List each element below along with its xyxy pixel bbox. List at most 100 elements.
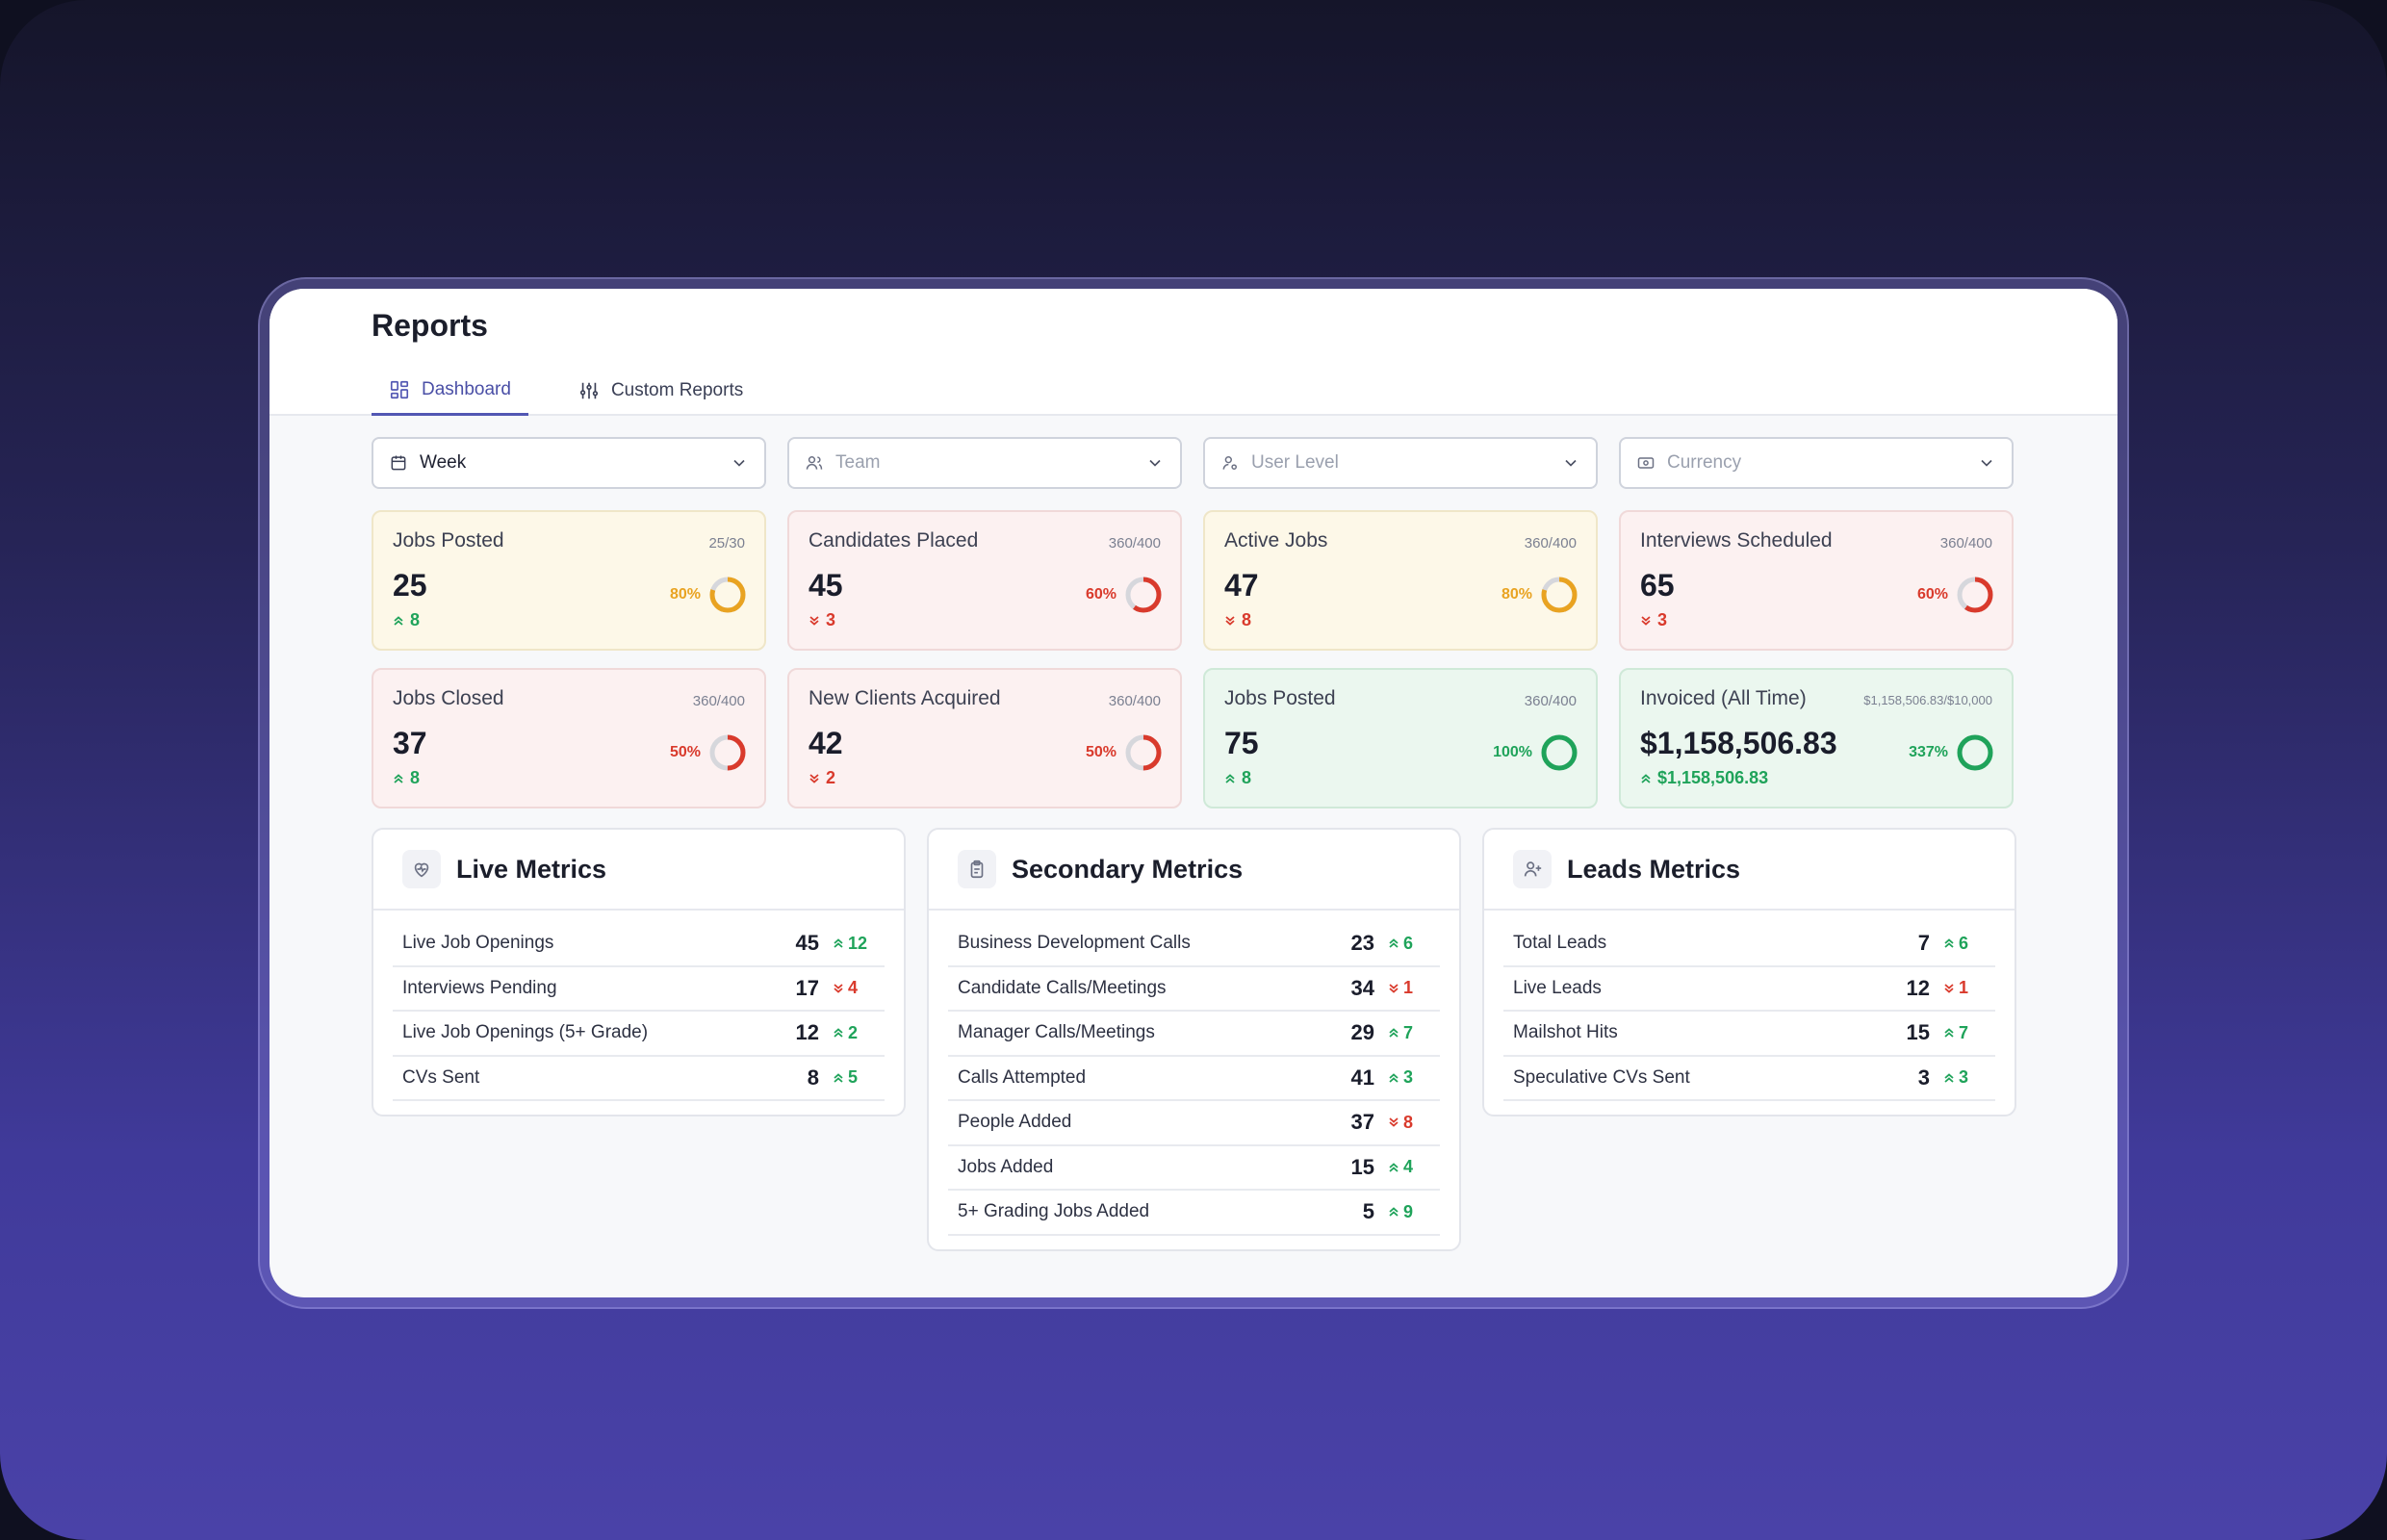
metric-row[interactable]: People Added 37 8 — [948, 1101, 1440, 1146]
metric-row[interactable]: Total Leads 7 6 — [1503, 922, 1995, 967]
progress-percent: 50% — [1085, 744, 1116, 760]
kpi-card-value: 75 — [1224, 726, 1259, 760]
metric-value: 15 — [1906, 1020, 1930, 1045]
tab-dashboard[interactable]: Dashboard — [372, 366, 528, 416]
double-chevron-down-icon — [1389, 984, 1399, 993]
kpi-card[interactable]: New Clients Acquired 360/400 42 2 50% — [787, 668, 1182, 808]
user-level-select[interactable]: User Level — [1203, 437, 1598, 489]
metric-row[interactable]: CVs Sent 8 5 — [393, 1057, 885, 1101]
kpi-card[interactable]: Candidates Placed 360/400 45 3 60% — [787, 510, 1182, 651]
panel-header: Live Metrics — [373, 830, 904, 911]
chevron-down-icon — [1981, 459, 1992, 467]
metric-delta: 12 — [833, 934, 875, 954]
metric-delta: 6 — [1388, 934, 1430, 954]
kpi-card-value: $1,158,506.83 — [1640, 726, 1837, 760]
kpi-card[interactable]: Jobs Posted 360/400 75 8 100% — [1203, 668, 1598, 808]
metric-row[interactable]: Mailshot Hits 15 7 — [1503, 1012, 1995, 1057]
progress-ring: 50% — [1086, 733, 1163, 772]
double-chevron-down-icon — [809, 773, 819, 783]
double-chevron-up-icon — [1389, 1028, 1399, 1038]
select-placeholder: User Level — [1251, 452, 1339, 473]
kpi-card-target: $1,158,506.83/$10,000 — [1863, 693, 1992, 707]
progress-ring: 80% — [1502, 576, 1578, 614]
calendar-icon — [391, 455, 406, 471]
panel-header: Leads Metrics — [1484, 830, 2015, 911]
double-chevron-up-icon — [1389, 1073, 1399, 1083]
kpi-card[interactable]: Interviews Scheduled 360/400 65 3 60% — [1619, 510, 2014, 651]
week-select[interactable]: Week — [372, 437, 766, 489]
metric-row[interactable]: Live Job Openings 45 12 — [393, 922, 885, 967]
currency-select[interactable]: Currency — [1619, 437, 2014, 489]
metric-row[interactable]: Jobs Added 15 4 — [948, 1146, 1440, 1191]
kpi-card-target: 360/400 — [1524, 693, 1577, 709]
kpi-card-target: 360/400 — [692, 693, 745, 709]
progress-percent: 80% — [1501, 586, 1532, 603]
delta-value: 3 — [1657, 610, 1668, 629]
select-placeholder: Currency — [1667, 452, 1742, 473]
delta-value: 3 — [826, 610, 836, 629]
metric-row[interactable]: Manager Calls/Meetings 29 7 — [948, 1012, 1440, 1057]
metric-delta: 7 — [1388, 1023, 1430, 1043]
metric-value: 37 — [1350, 1110, 1374, 1135]
kpi-card-title: Jobs Posted — [393, 529, 504, 552]
panel-icon-badge — [402, 850, 441, 888]
metric-label: Total Leads — [1513, 933, 1607, 954]
metric-row[interactable]: Calls Attempted 41 3 — [948, 1057, 1440, 1101]
metric-row[interactable]: Interviews Pending 17 4 — [393, 967, 885, 1012]
double-chevron-down-icon — [1225, 615, 1235, 626]
kpi-card-delta: 8 — [1224, 768, 1251, 788]
progress-ring: 60% — [1086, 576, 1163, 614]
double-chevron-up-icon — [1944, 938, 1954, 948]
metric-row[interactable]: 5+ Grading Jobs Added 5 9 — [948, 1191, 1440, 1236]
progress-ring: 80% — [670, 576, 747, 614]
delta-value: 7 — [1403, 1022, 1414, 1042]
metric-value: 41 — [1350, 1065, 1374, 1090]
kpi-card[interactable]: Jobs Closed 360/400 37 8 50% — [372, 668, 766, 808]
metric-row[interactable]: Live Job Openings (5+ Grade) 12 2 — [393, 1012, 885, 1057]
metric-delta: 4 — [1388, 1157, 1430, 1177]
kpi-card-title: Jobs Posted — [1224, 687, 1336, 709]
metric-delta: 1 — [1388, 978, 1430, 998]
metric-row[interactable]: Candidate Calls/Meetings 34 1 — [948, 967, 1440, 1012]
delta-value: 9 — [1403, 1201, 1414, 1221]
delta-value: 3 — [1403, 1067, 1414, 1088]
metric-value: 17 — [795, 975, 819, 1000]
kpi-card-delta: 8 — [393, 610, 420, 630]
chevron-down-icon — [1565, 459, 1577, 467]
metric-value: 34 — [1350, 975, 1374, 1000]
double-chevron-up-icon — [1389, 1163, 1399, 1172]
double-chevron-up-icon — [1944, 1028, 1954, 1038]
double-chevron-up-icon — [394, 615, 403, 626]
progress-percent: 60% — [1085, 586, 1116, 603]
kpi-card-delta: 3 — [808, 610, 835, 630]
clipboard-icon — [970, 860, 984, 879]
metric-row[interactable]: Business Development Calls 23 6 — [948, 922, 1440, 967]
reports-window: Reports Dashboard Custom Reports — [270, 289, 2118, 1297]
kpi-card[interactable]: Invoiced (All Time) $1,158,506.83/$10,00… — [1619, 668, 2014, 808]
metric-row[interactable]: Speculative CVs Sent 3 3 — [1503, 1057, 1995, 1101]
panel-icon-badge — [958, 850, 996, 888]
metric-value: 5 — [1362, 1199, 1374, 1224]
metric-delta: 8 — [1388, 1113, 1430, 1133]
delta-value: 8 — [410, 768, 421, 787]
kpi-card[interactable]: Active Jobs 360/400 47 8 80% — [1203, 510, 1598, 651]
ring-fill — [1125, 577, 1162, 613]
panel-icon-badge — [1513, 850, 1552, 888]
team-select[interactable]: Team — [787, 437, 1182, 489]
progress-percent: 80% — [669, 586, 701, 603]
progress-ring-graphic — [1125, 734, 1162, 771]
panel-body: Business Development Calls 23 6 Candidat… — [929, 911, 1459, 1249]
delta-value: 8 — [1242, 610, 1252, 629]
kpi-card-grid: Jobs Posted 25/30 25 8 80% Candidates Pl… — [372, 510, 2014, 808]
dashboard-grid-icon — [390, 380, 409, 398]
metric-row[interactable]: Live Leads 12 1 — [1503, 967, 1995, 1012]
kpi-card[interactable]: Jobs Posted 25/30 25 8 80% — [372, 510, 766, 651]
delta-value: 7 — [1959, 1022, 1969, 1042]
tab-custom-reports[interactable]: Custom Reports — [561, 366, 760, 416]
select-placeholder: Team — [835, 452, 881, 473]
progress-percent: 100% — [1493, 744, 1532, 760]
heart-pulse-icon — [414, 862, 429, 878]
metric-label: Candidate Calls/Meetings — [958, 977, 1167, 998]
kpi-card-delta: 8 — [1224, 610, 1251, 630]
panel-title: Secondary Metrics — [1012, 854, 1244, 884]
